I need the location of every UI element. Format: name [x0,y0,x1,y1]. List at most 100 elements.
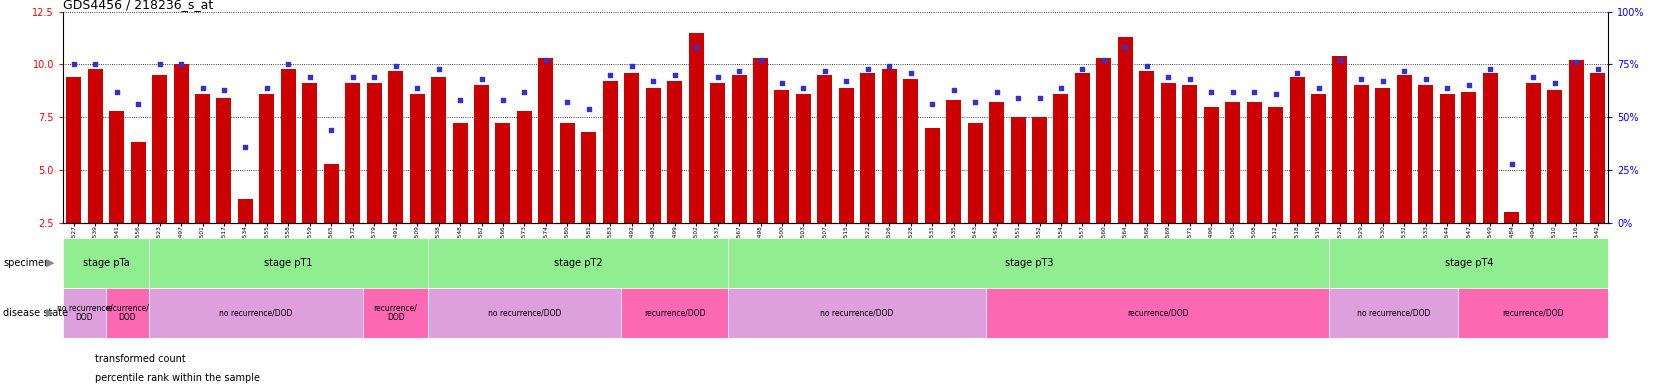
Bar [623,73,640,223]
Text: stage pT1: stage pT1 [263,258,313,268]
Text: disease state: disease state [3,308,68,318]
Point [426,65,452,71]
Bar [495,123,510,223]
Point [1390,68,1417,74]
Point [1326,57,1352,63]
Bar [302,83,316,223]
Bar [1481,73,1496,223]
Text: no recurrence/DOD: no recurrence/DOD [1355,308,1430,318]
Bar [968,123,983,223]
Bar [1311,94,1326,223]
Text: stage pT3: stage pT3 [1004,258,1052,268]
Bar [63,288,106,338]
Bar [1395,75,1412,223]
Bar [1503,212,1518,223]
Point [318,127,345,133]
Bar [1524,83,1539,223]
Point [1476,65,1503,71]
Point [1155,74,1181,80]
Bar [1354,85,1369,223]
Point [575,106,601,112]
Text: recurrence/DOD: recurrence/DOD [1127,308,1188,318]
Point [361,74,388,80]
Bar [1329,238,1607,288]
Bar [989,103,1004,223]
Point [597,72,623,78]
Bar [1417,85,1433,223]
Point [553,99,580,106]
Point [275,61,302,67]
Point [383,63,409,70]
Point [1369,78,1395,84]
Bar [603,81,618,223]
Bar [709,83,724,223]
Bar [925,127,940,223]
Point [404,84,431,91]
Point [683,44,709,50]
Point [1004,95,1031,101]
Bar [727,238,1329,288]
Text: stage pT4: stage pT4 [1443,258,1491,268]
Bar [882,68,896,223]
Point [1047,84,1074,91]
Text: ▶: ▶ [46,308,55,318]
Bar [1329,288,1457,338]
Point [1455,82,1481,88]
Bar [946,100,961,223]
Bar [452,123,467,223]
Bar [474,85,489,223]
Point [940,87,966,93]
Point [297,74,323,80]
Point [489,97,515,103]
Bar [986,288,1329,338]
Point [1239,89,1266,95]
Point [232,144,258,150]
Bar [428,288,621,338]
Bar [1031,117,1047,223]
Bar [1052,94,1067,223]
Bar [323,164,338,223]
Point [1433,84,1460,91]
Bar [1332,56,1347,223]
Bar [409,94,424,223]
Bar [363,288,428,338]
Bar [88,68,103,223]
Bar [795,94,810,223]
Bar [903,79,918,223]
Point [1112,44,1138,50]
Bar [1225,103,1239,223]
Point [832,78,858,84]
Point [918,101,944,108]
Point [983,89,1009,95]
Point [812,68,838,74]
Bar [366,83,381,223]
Bar [860,73,875,223]
Bar [666,81,681,223]
Point [1198,89,1225,95]
Bar [1546,90,1561,223]
Bar [1438,94,1453,223]
Text: stage pTa: stage pTa [83,258,129,268]
Bar [817,75,832,223]
Point [747,57,774,63]
Bar [1568,60,1582,223]
Point [146,61,172,67]
Bar [517,111,532,223]
Point [1069,65,1095,71]
Bar [1457,288,1607,338]
Point [640,78,666,84]
Point [961,99,988,106]
Bar [258,94,275,223]
Bar [621,288,727,338]
Bar [1203,106,1218,223]
Point [167,61,194,67]
Bar [1460,92,1475,223]
Bar [582,132,597,223]
Bar [727,288,986,338]
Bar [1246,103,1261,223]
Point [1563,59,1589,65]
Point [790,84,817,91]
Bar [431,77,446,223]
Bar [1289,77,1304,223]
Text: no recurrence/DOD: no recurrence/DOD [487,308,560,318]
